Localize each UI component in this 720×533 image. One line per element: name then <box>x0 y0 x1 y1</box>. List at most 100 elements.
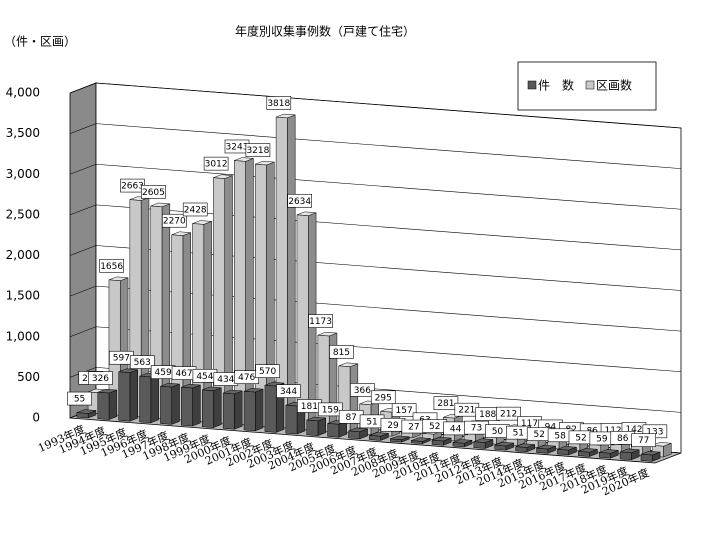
value-label-box <box>255 364 280 378</box>
value-label: 27 <box>408 423 419 433</box>
value-label-box <box>496 406 521 421</box>
bar <box>139 372 159 424</box>
bar-front <box>431 439 444 446</box>
bar-front <box>369 435 381 441</box>
value-label-box <box>391 403 417 417</box>
value-label-box <box>631 433 656 447</box>
value-label: 58 <box>554 431 566 441</box>
bar-front <box>97 391 110 420</box>
value-label: 3243 <box>226 142 249 152</box>
bar <box>640 450 661 462</box>
bar <box>557 446 577 456</box>
value-label: 55 <box>74 395 85 405</box>
bar <box>348 427 368 440</box>
grid-line <box>69 123 682 169</box>
value-label: 326 <box>92 374 109 384</box>
value-label: 52 <box>429 422 440 432</box>
bar <box>578 448 598 457</box>
value-label: 2634 <box>288 197 311 207</box>
bar-front <box>494 444 507 451</box>
value-label: 77 <box>638 436 649 446</box>
bar <box>619 448 640 461</box>
y-tick-label: 0 <box>32 411 40 425</box>
value-label: 73 <box>471 424 482 434</box>
bar-front <box>222 392 235 430</box>
value-label: 344 <box>280 387 297 397</box>
legend: 件 数 区画数 <box>517 61 657 111</box>
value-label: 181 <box>301 402 318 412</box>
legend-swatch <box>527 80 537 90</box>
value-label-box <box>308 314 333 328</box>
value-label: 366 <box>354 386 371 396</box>
value-label: 117 <box>521 419 538 429</box>
bar-front <box>317 334 330 432</box>
bar-front <box>275 116 288 429</box>
bar <box>97 388 118 420</box>
value-label-box <box>182 202 208 217</box>
bar-front <box>473 441 486 449</box>
bar-front <box>515 446 528 452</box>
value-label-box <box>276 384 301 398</box>
y-tick-label: 3,000 <box>6 167 40 181</box>
bar <box>306 416 327 436</box>
bar-front <box>139 375 152 424</box>
bar-front <box>76 412 89 419</box>
bar-side <box>108 389 118 420</box>
value-label-box <box>370 390 396 405</box>
legend-swatch <box>585 80 595 90</box>
value-label: 467 <box>175 369 192 379</box>
bar <box>536 444 556 454</box>
bar-front <box>327 423 340 438</box>
y-tick-label: 1,500 <box>6 289 40 303</box>
bar-front <box>213 177 225 424</box>
value-label-box <box>67 391 92 406</box>
bar-side <box>192 384 201 427</box>
value-label: 454 <box>196 372 213 382</box>
value-label-box <box>203 156 229 171</box>
bar <box>431 436 452 446</box>
value-label: 44 <box>450 424 462 434</box>
grid-line <box>69 204 682 251</box>
value-label: 59 <box>596 434 608 444</box>
bar-front <box>578 451 590 457</box>
value-label: 1656 <box>100 262 123 272</box>
value-label: 51 <box>366 417 377 427</box>
legend-label: 区画数 <box>596 78 632 93</box>
value-label: 459 <box>155 368 172 378</box>
grid-line <box>69 245 682 291</box>
value-label: 2605 <box>142 188 165 198</box>
value-label-box <box>88 371 113 385</box>
bar <box>473 438 494 449</box>
bar-front <box>619 451 632 461</box>
bar-side <box>150 373 159 424</box>
bar-front <box>160 385 172 425</box>
grid-line <box>69 163 682 210</box>
value-label: 597 <box>113 354 130 364</box>
bar <box>494 441 515 451</box>
grid-line <box>69 326 682 373</box>
value-label-box <box>329 344 354 359</box>
value-label: 50 <box>492 427 504 437</box>
bar <box>76 409 97 419</box>
y-tick-label: 1,000 <box>6 329 40 343</box>
value-label: 476 <box>238 373 255 383</box>
value-label: 29 <box>387 421 399 431</box>
bar <box>243 388 264 432</box>
value-label: 2663 <box>121 182 144 192</box>
value-label-box <box>287 193 312 208</box>
value-label: 212 <box>500 410 517 420</box>
bar-front <box>306 419 319 436</box>
bar-side <box>287 114 296 429</box>
bar-side <box>234 390 243 430</box>
bar-side <box>129 369 138 422</box>
bar-front <box>640 453 653 462</box>
value-label: 52 <box>533 430 544 440</box>
value-label-box <box>141 185 166 199</box>
bar <box>234 157 254 426</box>
value-label: 3218 <box>246 146 269 156</box>
chart-title: 年度別収集事例数（戸建て住宅） <box>235 24 415 39</box>
bar-side <box>245 158 254 426</box>
bar-front <box>181 386 193 427</box>
bar-front <box>557 449 569 456</box>
value-label-box <box>162 213 187 228</box>
